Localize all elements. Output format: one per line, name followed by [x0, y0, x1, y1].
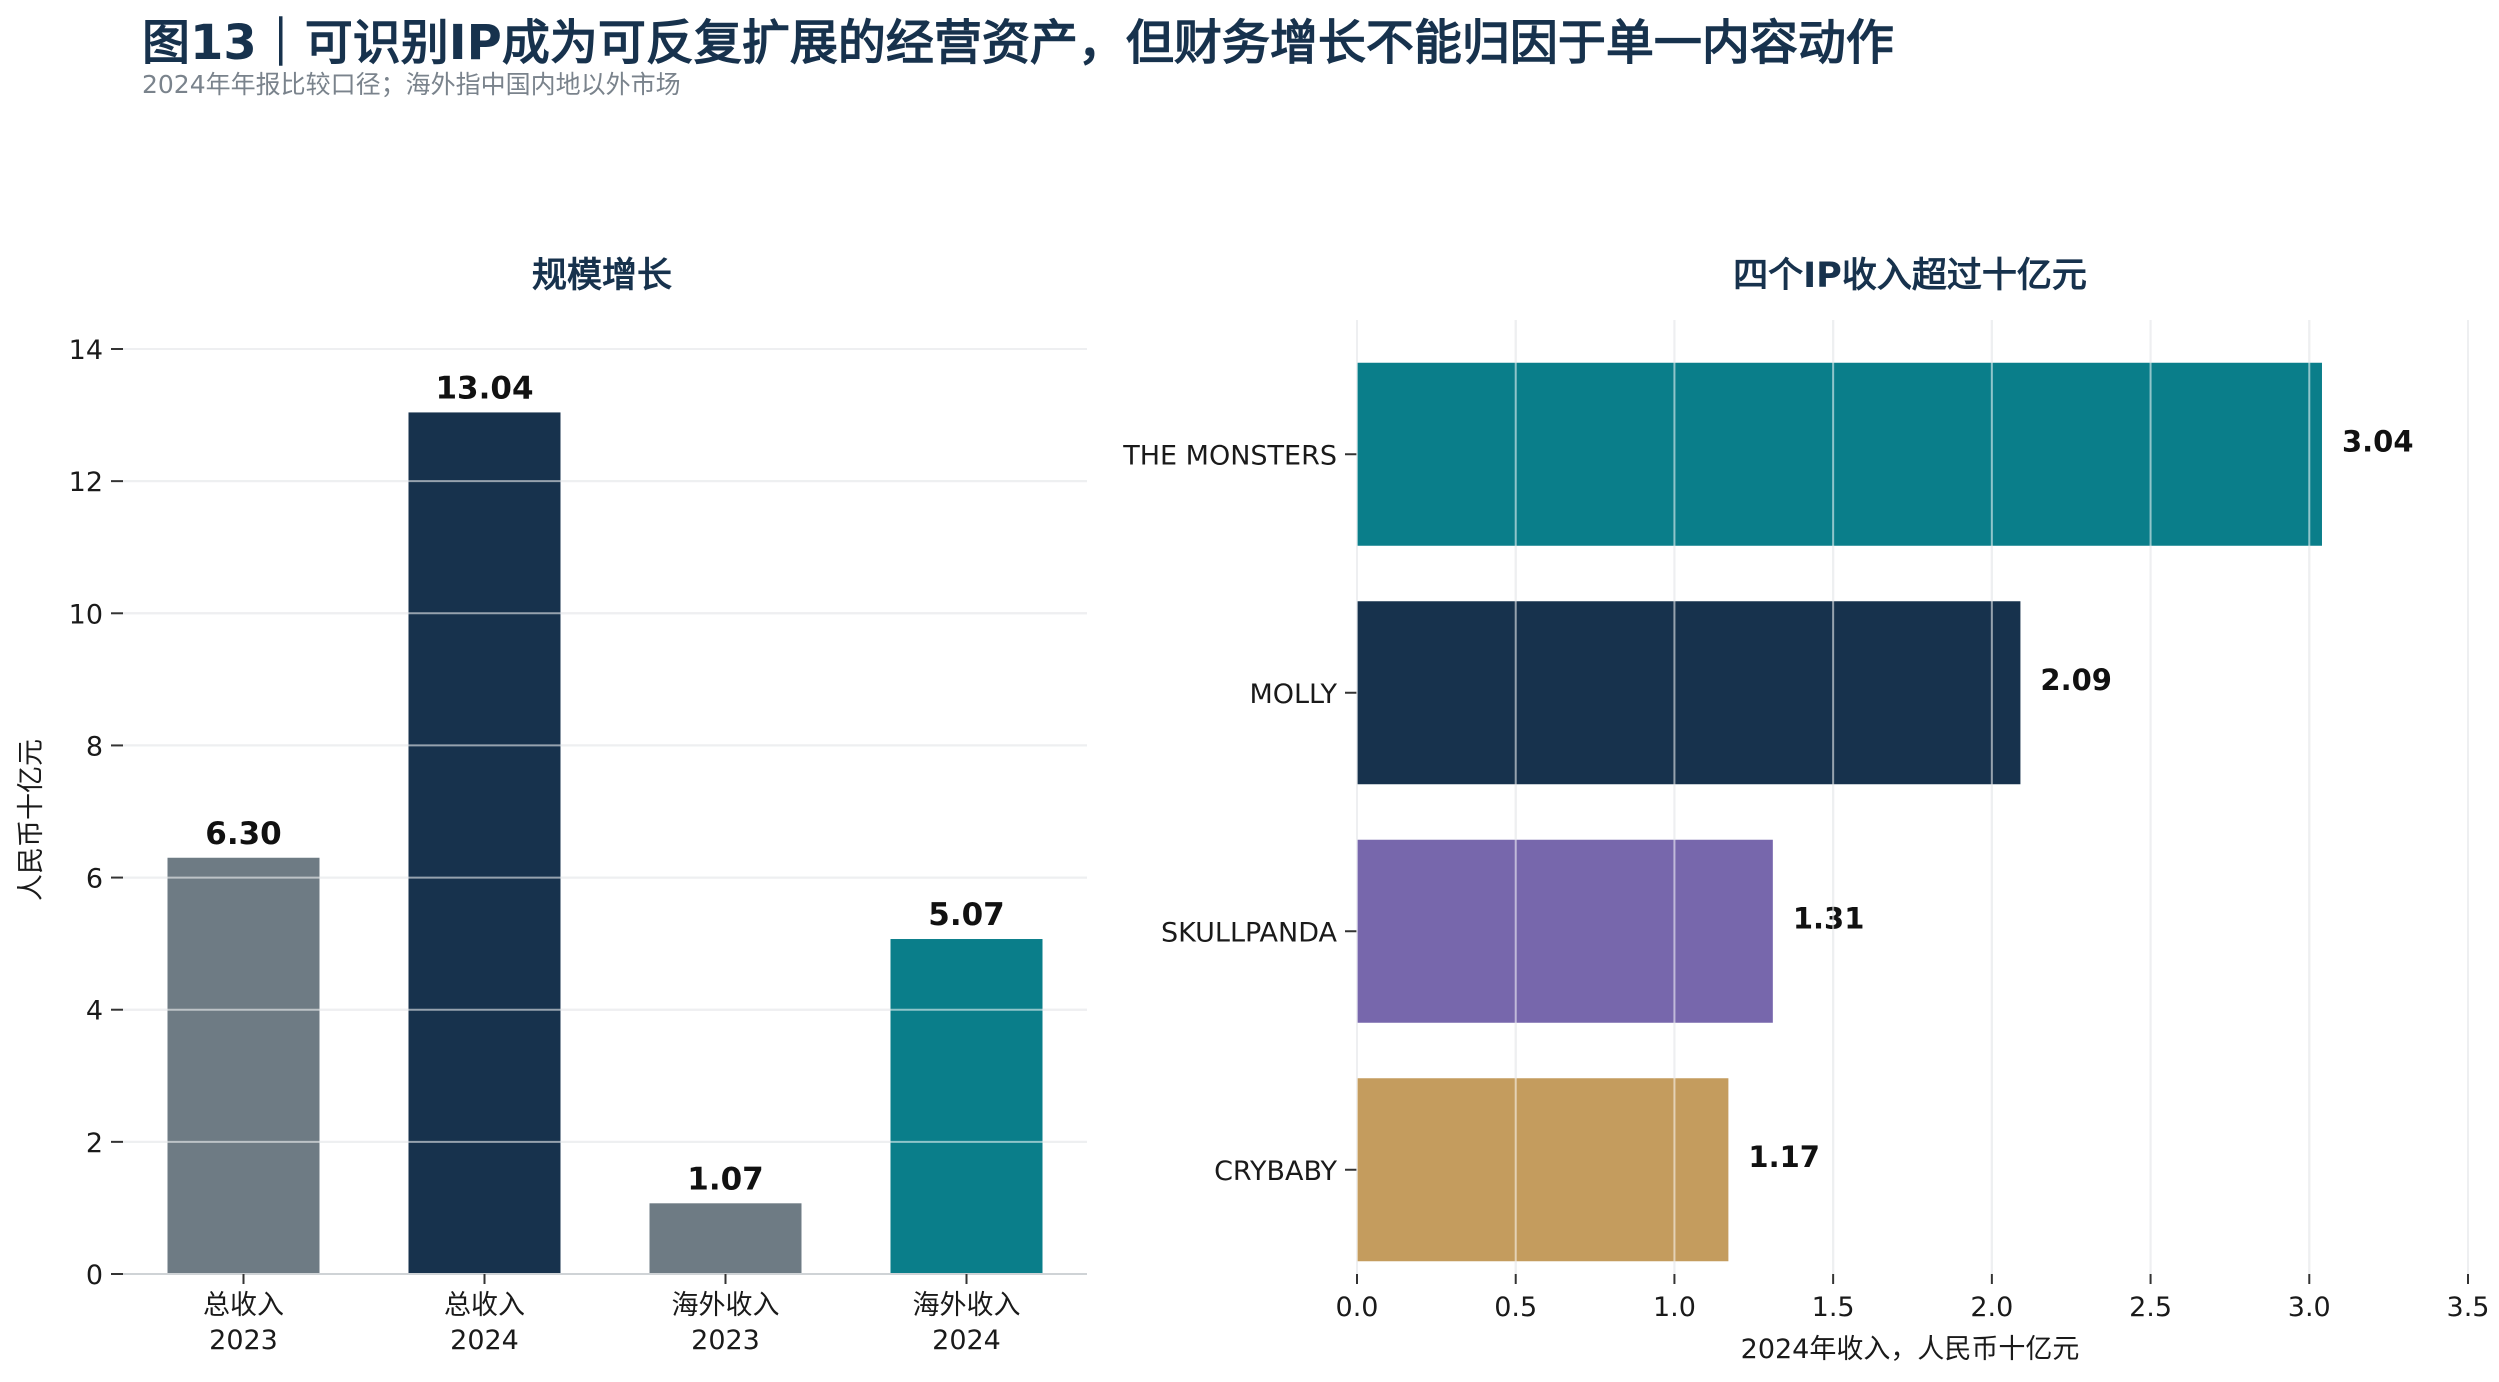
left-y-tick-label: 14: [69, 335, 103, 366]
left-x-tick-label: 海外收入: [672, 1290, 780, 1321]
right-bar: [1357, 839, 1773, 1023]
left-bar: [649, 1203, 802, 1274]
left-x-tick-label: 总收入: [444, 1290, 525, 1321]
left-y-tick-label: 6: [86, 864, 103, 895]
left-x-tick-label: 总收入: [203, 1290, 284, 1321]
right-chart-bars: [1357, 362, 2322, 1262]
left-bar-value-label: 5.07: [928, 897, 1005, 933]
left-y-tick-label: 8: [86, 731, 103, 762]
right-chart-x-axis-title: 2024年收入，人民币十亿元: [1741, 1334, 2080, 1365]
left-x-tick-label: 2024: [932, 1325, 1001, 1356]
left-bar: [408, 412, 561, 1274]
right-y-tick-label: MOLLY: [1249, 679, 1337, 710]
left-y-tick-label: 2: [86, 1128, 103, 1159]
left-x-tick-label: 海外收入: [913, 1290, 1021, 1321]
left-chart-y-axis: 0 2 4 6 8 10 12 14: [69, 335, 123, 1291]
right-bar-value-label: 2.09: [2040, 663, 2112, 697]
right-x-tick-label: 0.0: [1336, 1292, 1379, 1323]
right-x-tick-label: 1.0: [1653, 1292, 1696, 1323]
left-chart-bars: [167, 412, 1043, 1274]
right-chart-title: 四个IP收入超过十亿元: [1733, 256, 2087, 296]
right-x-tick-label: 1.5: [1812, 1292, 1855, 1323]
figure-subtitle: 2024年年报比较口径；海外指中国内地以外市场: [142, 70, 681, 99]
left-bar-value-label: 1.07: [687, 1161, 764, 1197]
left-chart-title: 规模增长: [532, 256, 672, 296]
left-chart-x-axis: 总收入 2023 总收入 2024 海外收入 2023 海外收入 2024: [123, 1273, 1087, 1356]
left-bar: [890, 939, 1043, 1274]
right-bar: [1357, 362, 2322, 546]
left-y-tick-label: 10: [69, 599, 103, 630]
left-chart-y-axis-title: 人民币十亿元: [16, 739, 47, 901]
left-x-tick-label: 2023: [691, 1325, 760, 1356]
right-x-tick-label: 0.5: [1494, 1292, 1537, 1323]
left-bar: [167, 857, 320, 1274]
left-y-tick-label: 4: [86, 996, 103, 1027]
right-y-tick-label: CRYBABY: [1214, 1156, 1337, 1187]
right-x-tick-label: 3.0: [2288, 1292, 2331, 1323]
right-y-tick-label: THE MONSTERS: [1122, 440, 1337, 471]
right-bar-value-label: 1.31: [1793, 901, 1865, 935]
left-x-tick-label: 2023: [209, 1325, 278, 1356]
left-x-tick-label: 2024: [450, 1325, 519, 1356]
right-bar: [1357, 601, 2021, 785]
left-chart-value-labels: 6.30 13.04 1.07 5.07: [123, 348, 1087, 1197]
right-chart-panel: 四个IP收入超过十亿元 THE MONSTERS MOLLY SKULLPANDA C…: [1122, 256, 2489, 1365]
right-bar-value-label: 1.17: [1748, 1140, 1820, 1174]
left-bar-value-label: 6.30: [205, 816, 282, 852]
right-x-tick-label: 2.0: [1970, 1292, 2013, 1323]
right-bar-value-label: 3.04: [2342, 424, 2414, 458]
right-bar: [1357, 1078, 1729, 1262]
left-chart-panel: 规模增长 0 2 4 6 8 10 12 14 总收入 2023 总收入 2024 海外收入 2023 海…: [16, 256, 1087, 1356]
right-x-tick-label: 3.5: [2447, 1292, 2490, 1323]
right-x-tick-label: 2.5: [2129, 1292, 2172, 1323]
right-chart-y-axis: THE MONSTERS MOLLY SKULLPANDA CRYBABY: [1122, 440, 1357, 1187]
left-y-tick-label: 12: [69, 467, 103, 498]
figure-title: 图13｜可识别IP成为可反复扩展的经营资产，但财务增长不能归因于单一内容动作: [142, 15, 1894, 71]
right-chart-value-labels: 3.04 2.09 1.31 1.17: [1356, 320, 2469, 1274]
right-chart-x-axis: 0.0 0.5 1.0 1.5 2.0 2.5 3.0 3.5: [1336, 1274, 2490, 1323]
left-y-tick-label: 0: [86, 1260, 103, 1291]
right-y-tick-label: SKULLPANDA: [1161, 917, 1338, 948]
left-bar-value-label: 13.04: [435, 370, 533, 406]
